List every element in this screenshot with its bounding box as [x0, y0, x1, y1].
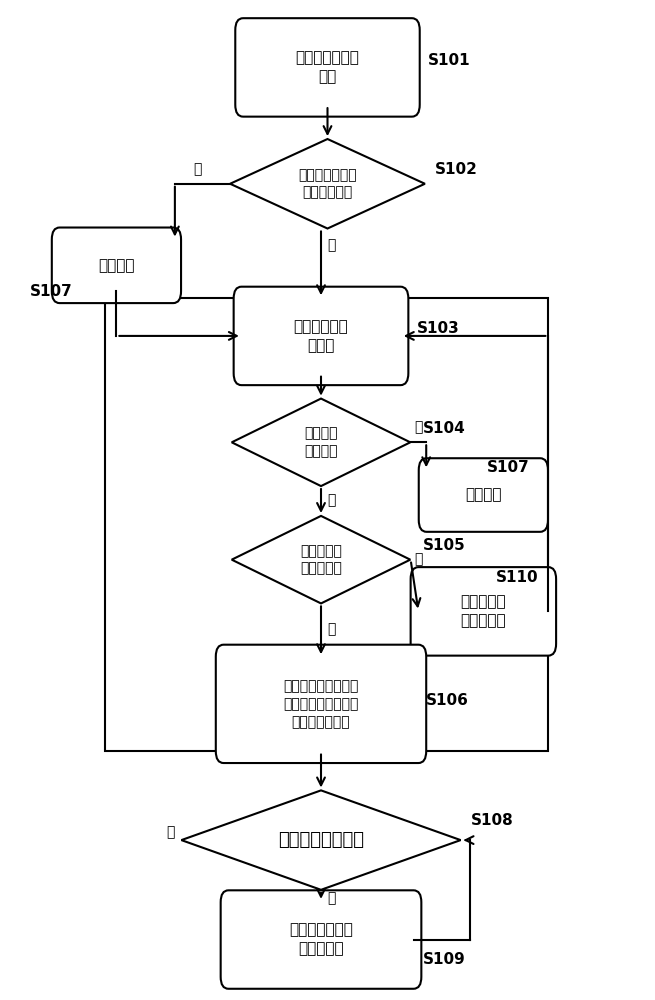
Text: S110: S110: [496, 570, 539, 585]
Text: 否: 否: [328, 891, 336, 905]
Text: 退出线程: 退出线程: [98, 258, 135, 273]
Text: S109: S109: [423, 952, 466, 967]
Text: 是: 是: [166, 825, 175, 839]
Bar: [105, 298, 548, 751]
Text: 是: 是: [415, 420, 423, 434]
FancyBboxPatch shape: [52, 228, 181, 303]
Polygon shape: [230, 139, 425, 229]
Text: 该条命令执行完成: 该条命令执行完成: [278, 831, 364, 849]
Text: S108: S108: [470, 813, 513, 828]
Polygon shape: [232, 516, 410, 603]
Text: 是否为预定
义关键字？: 是否为预定 义关键字？: [300, 544, 342, 576]
FancyBboxPatch shape: [411, 567, 556, 656]
Text: S101: S101: [428, 53, 471, 68]
Text: S106: S106: [426, 693, 469, 708]
Text: 执行关键字
定义的动作: 执行关键字 定义的动作: [460, 594, 506, 628]
Text: S107: S107: [487, 460, 529, 475]
Polygon shape: [181, 790, 460, 890]
FancyBboxPatch shape: [234, 287, 408, 385]
Polygon shape: [232, 399, 410, 486]
Text: 退出线程: 退出线程: [465, 488, 502, 503]
Text: S107: S107: [30, 284, 73, 299]
Text: 判断对应命令文
件是否存在？: 判断对应命令文 件是否存在？: [298, 168, 357, 200]
Text: 是: 是: [328, 238, 336, 252]
FancyBboxPatch shape: [419, 458, 548, 532]
Text: 否: 否: [193, 162, 202, 176]
Text: 建立自定义命令
文件: 建立自定义命令 文件: [295, 50, 360, 85]
Text: 是: 是: [415, 553, 423, 567]
Text: 否: 否: [328, 622, 336, 636]
Text: 否: 否: [328, 493, 336, 507]
Text: S102: S102: [435, 162, 477, 177]
FancyBboxPatch shape: [235, 18, 420, 117]
FancyBboxPatch shape: [215, 645, 426, 763]
Text: 是否为文
件结尾？: 是否为文 件结尾？: [305, 426, 338, 458]
Text: 继续读取命令执
行状态判断: 继续读取命令执 行状态判断: [289, 922, 353, 957]
Text: S104: S104: [423, 421, 466, 436]
Text: S105: S105: [423, 538, 466, 553]
Text: S103: S103: [417, 321, 460, 336]
Text: 从命令文件读
入一行: 从命令文件读 入一行: [293, 319, 348, 353]
Text: 将该行命令加预设字
符发送到仪器内部的
程控命令解释器: 将该行命令加预设字 符发送到仪器内部的 程控命令解释器: [284, 679, 359, 729]
FancyBboxPatch shape: [221, 890, 421, 989]
